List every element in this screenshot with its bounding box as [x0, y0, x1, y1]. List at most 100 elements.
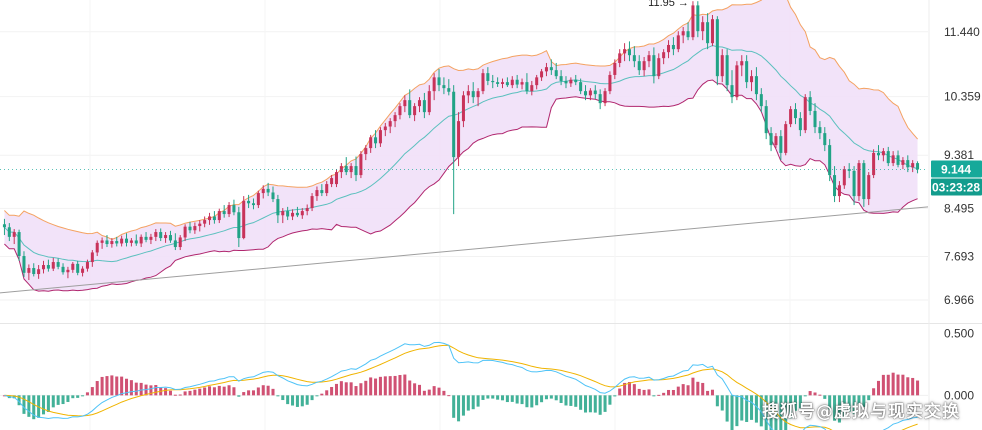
macd-histogram-bar	[188, 390, 192, 396]
candle-body	[852, 170, 856, 197]
candle-body	[510, 79, 514, 86]
high-price-marker: 11.95 →	[648, 0, 689, 9]
macd-histogram-bar	[300, 395, 304, 407]
candle-body	[193, 226, 197, 231]
candle-body	[906, 160, 910, 168]
macd-histogram-bar	[691, 377, 695, 396]
macd-histogram-bar	[46, 395, 50, 412]
candle-body	[378, 130, 382, 144]
candle-body	[408, 100, 412, 116]
macd-histogram-bar	[554, 395, 558, 401]
macd-histogram-bar	[413, 383, 417, 396]
candle-body	[457, 121, 461, 158]
macd-histogram-bar	[17, 395, 21, 406]
candle-body	[251, 203, 255, 206]
candle-body	[735, 65, 739, 98]
candle-body	[164, 235, 168, 239]
candle-body	[515, 79, 519, 85]
candle-body	[125, 238, 129, 243]
macd-histogram-bar	[330, 386, 334, 396]
macd-histogram-bar	[452, 395, 456, 418]
macd-histogram-bar	[100, 376, 104, 396]
candle-body	[369, 137, 373, 149]
candle-body	[291, 212, 295, 217]
candle-body	[769, 133, 773, 146]
macd-histogram-bar	[369, 377, 373, 396]
candle-body	[110, 241, 114, 245]
candle-body	[61, 266, 65, 273]
candle-body	[574, 79, 578, 83]
macd-histogram-bar	[281, 395, 285, 401]
macd-histogram-bar	[623, 382, 627, 396]
candle-body	[891, 155, 895, 164]
macd-histogram-bar	[715, 395, 719, 407]
macd-histogram-bar	[632, 384, 636, 396]
candle-body	[779, 136, 783, 153]
macd-histogram-bar	[437, 387, 441, 396]
candle-body	[173, 240, 177, 248]
candle-body	[22, 256, 26, 273]
candle-body	[867, 175, 871, 200]
macd-histogram-bar	[388, 376, 392, 396]
macd-histogram-bar	[652, 395, 656, 397]
candle-body	[168, 235, 172, 241]
macd-histogram-bar	[61, 395, 65, 405]
candle-body	[242, 200, 246, 239]
candle-body	[754, 76, 758, 95]
macd-histogram-bar	[256, 387, 260, 396]
candle-body	[183, 226, 187, 238]
candle-body	[579, 82, 583, 92]
candle-body	[613, 62, 617, 75]
candle-body	[427, 91, 431, 113]
candle-body	[105, 240, 109, 245]
candle-body	[881, 151, 885, 156]
candle-body	[364, 148, 368, 155]
candle-body	[115, 241, 119, 244]
macd-histogram-bar	[41, 395, 46, 415]
macd-histogram-bar	[110, 375, 114, 396]
candle-body	[41, 265, 46, 270]
candle-body	[486, 73, 490, 81]
candle-body	[803, 97, 807, 131]
candle-body	[593, 90, 597, 95]
macd-histogram-bar	[828, 395, 832, 410]
macd-histogram-bar	[227, 385, 231, 396]
candle-body	[608, 74, 612, 92]
macd-histogram-bar	[833, 395, 837, 421]
macd-histogram-bar	[540, 395, 544, 403]
macd-histogram-bar	[906, 377, 910, 396]
macd-histogram-bar	[208, 386, 212, 396]
macd-histogram-bar	[857, 395, 861, 405]
macd-histogram-bar	[115, 376, 119, 396]
macd-histogram-bar	[750, 395, 754, 420]
candle-body	[740, 61, 744, 66]
macd-histogram-bar	[657, 394, 661, 396]
macd-histogram-bar	[310, 395, 314, 401]
macd-histogram-bar	[535, 395, 539, 406]
macd-histogram-bar	[867, 395, 871, 401]
candle-body	[227, 205, 231, 215]
candle-body	[144, 236, 148, 240]
candle-body	[81, 268, 85, 273]
macd-histogram-bar	[496, 395, 500, 400]
price-tick-label: 11.440	[944, 25, 980, 39]
macd-histogram-bar	[461, 395, 465, 416]
macd-histogram-bar	[354, 386, 358, 396]
macd-histogram-bar	[491, 395, 495, 399]
candle-body	[466, 91, 470, 96]
bollinger-middle-line	[4, 44, 918, 263]
candle-body	[256, 193, 260, 206]
macd-histogram-bar	[662, 392, 666, 396]
candle-body	[129, 240, 133, 243]
candle-body	[344, 166, 348, 173]
macd-histogram-bar	[598, 395, 602, 415]
macd-histogram-bar	[364, 380, 368, 396]
candle-body	[398, 106, 402, 116]
candle-body	[710, 19, 714, 44]
candle-body	[330, 178, 334, 185]
countdown-badge	[931, 178, 982, 196]
current-price-badge	[931, 160, 982, 178]
candle-body	[149, 236, 153, 240]
macd-histogram-bar	[789, 395, 793, 419]
